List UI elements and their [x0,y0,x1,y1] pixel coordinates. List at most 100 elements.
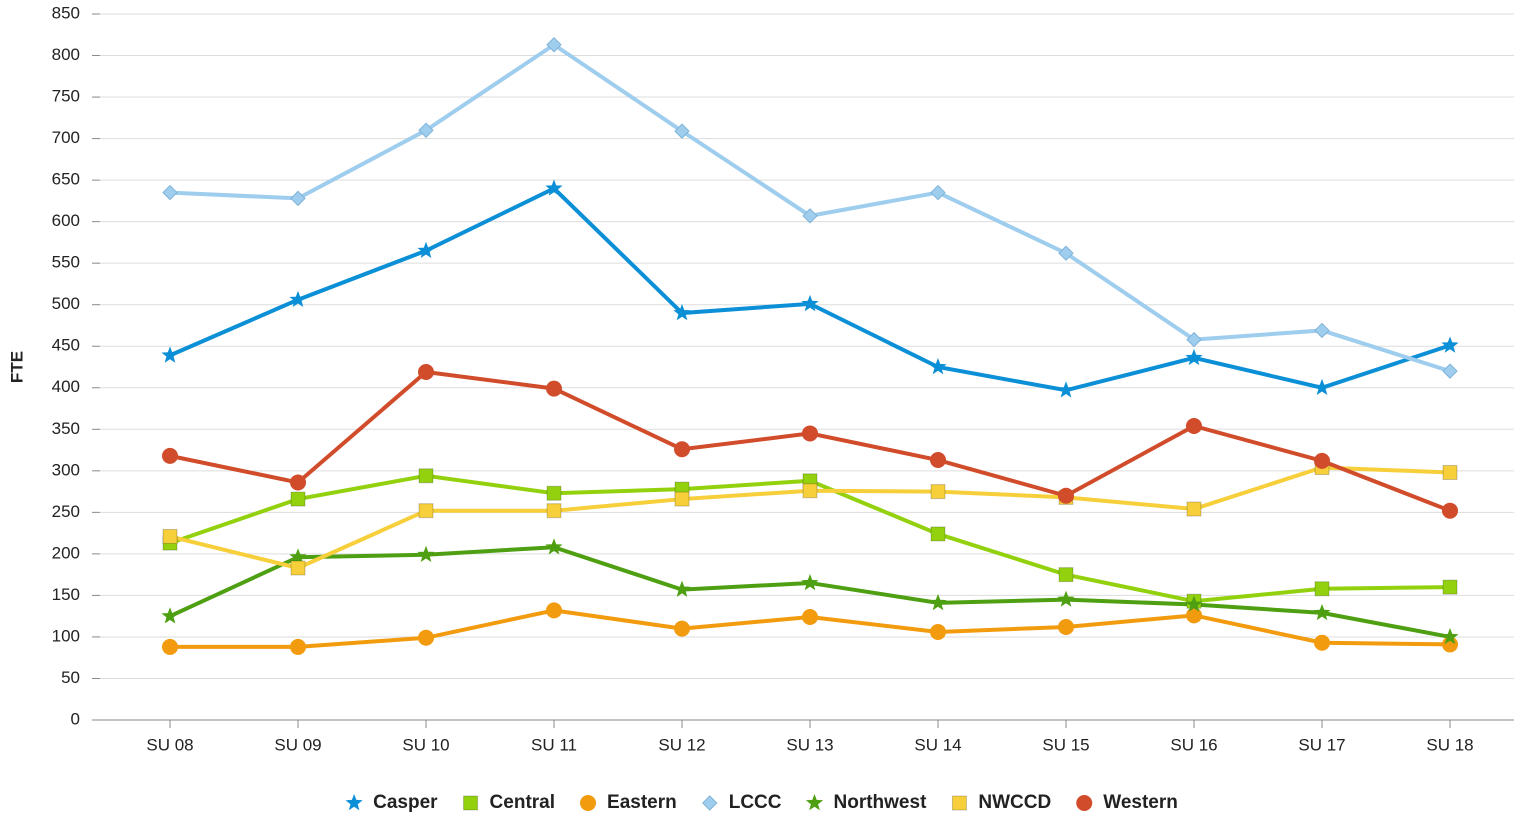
point [418,503,434,519]
point [1185,595,1203,612]
point [290,491,306,507]
x-tick-label: SU 15 [1042,735,1089,754]
point [930,623,946,640]
y-tick-label: 500 [52,294,80,313]
legend-marker [463,795,479,811]
point [1442,579,1458,595]
point [290,474,306,491]
point [1313,603,1331,621]
point [546,503,562,519]
point [930,484,946,500]
y-tick-label: 850 [52,3,80,22]
x-tick-label: SU 16 [1170,735,1217,754]
point [673,580,691,597]
y-tick-label: 800 [52,45,80,64]
series-line [169,42,1451,374]
y-tick-label: 450 [52,336,80,355]
point [546,602,562,619]
point [1058,245,1074,261]
point [930,184,946,201]
point [674,123,690,139]
point [1058,567,1074,583]
point [1442,502,1458,519]
y-tick-label: 650 [52,170,80,189]
point [802,609,818,626]
x-tick-label: SU 13 [786,735,833,754]
point [418,468,434,484]
legend-marker [1076,795,1093,811]
point [1185,348,1203,366]
point [673,304,691,321]
y-tick-label: 0 [71,709,80,728]
point [674,620,690,637]
y-tick-label: 150 [52,585,80,604]
y-tick-label: 100 [52,626,80,645]
legend-label: NWCCD [978,792,1051,813]
point [1058,618,1074,635]
y-axis-label: FTE [7,351,26,383]
point [802,483,818,499]
point [1441,336,1459,353]
point [1057,590,1075,607]
legend-marker [951,795,967,811]
legend-marker [580,795,597,811]
point [161,607,179,624]
point [289,548,307,565]
legend-marker [702,795,718,811]
y-tick-label: 350 [52,419,80,438]
point [545,179,563,196]
y-tick-label: 700 [52,128,80,147]
point [1313,378,1331,395]
point [545,538,563,555]
y-tick-label: 250 [52,502,80,521]
point [1057,381,1075,398]
legend-label: Central [490,792,555,813]
y-tick-label: 200 [52,543,80,562]
point [161,346,179,363]
point [162,184,178,201]
y-tick-label: 400 [52,377,80,396]
point [674,441,690,458]
point [162,638,178,655]
legend-label: Casper [373,792,438,813]
point [1314,634,1330,651]
point [162,447,178,464]
point [1186,607,1202,624]
point [546,485,562,501]
y-tick-label: 50 [61,668,80,687]
point [290,190,306,207]
point [417,241,435,258]
x-tick-label: SU 18 [1426,735,1473,754]
point [1442,363,1458,379]
point [801,574,819,591]
point [674,491,690,507]
point [1186,501,1202,517]
legend-label: LCCC [729,792,782,813]
x-tick-label: SU 08 [146,735,193,754]
point [1058,487,1074,504]
x-tick-label: SU 09 [274,735,321,754]
point [930,526,946,542]
point [1314,322,1330,339]
legend-label: Eastern [607,792,677,813]
x-tick-label: SU 17 [1298,735,1345,754]
point [290,638,306,655]
legend-label: Western [1103,792,1178,813]
y-tick-label: 750 [52,87,80,106]
x-tick-label: SU 11 [531,735,577,754]
legend-marker [805,794,824,811]
point [546,380,562,397]
x-tick-label: SU 12 [658,735,705,754]
point [418,629,434,646]
point [1441,627,1459,645]
point [1186,417,1202,434]
x-tick-label: SU 14 [914,735,961,754]
legend-label: Northwest [834,792,928,813]
point [546,37,562,53]
point [1314,452,1330,469]
x-tick-label: SU 10 [402,735,449,754]
y-tick-label: 300 [52,460,80,479]
point [929,593,947,611]
